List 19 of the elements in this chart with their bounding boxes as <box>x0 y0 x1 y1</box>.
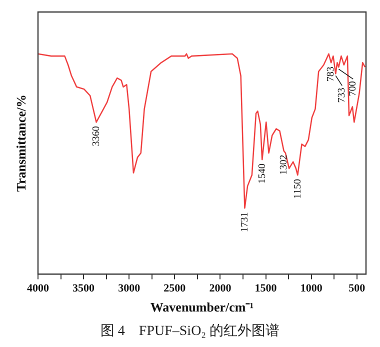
x-tick-label: 1500 <box>254 282 278 295</box>
x-axis-title: Wavenumber/cm⁻¹ <box>150 300 254 315</box>
annotation: 783 <box>326 66 337 82</box>
x-tick-label: 1000 <box>300 282 323 295</box>
annotation: 733 <box>336 88 348 103</box>
annotation: 1731 <box>239 212 250 232</box>
x-tick-label: 3000 <box>118 282 141 295</box>
x-tick-label: 2000 <box>209 282 232 295</box>
x-tick-label: 2500 <box>164 282 186 295</box>
x-tick-label: 500 <box>348 282 366 295</box>
annotation: 1150 <box>292 179 304 199</box>
y-axis-title: Transmittance/% <box>13 94 28 192</box>
annotation: 1540 <box>256 164 268 184</box>
caption: 图 4 FPUF–SiO₂ 的红外图谱 <box>99 322 281 340</box>
annotation: 3360 <box>90 126 102 146</box>
x-tick-label: 3500 <box>72 282 96 295</box>
x-tick-label: 4000 <box>27 282 50 295</box>
annotation: 1302 <box>278 154 290 175</box>
annotation: 700 <box>348 81 359 96</box>
